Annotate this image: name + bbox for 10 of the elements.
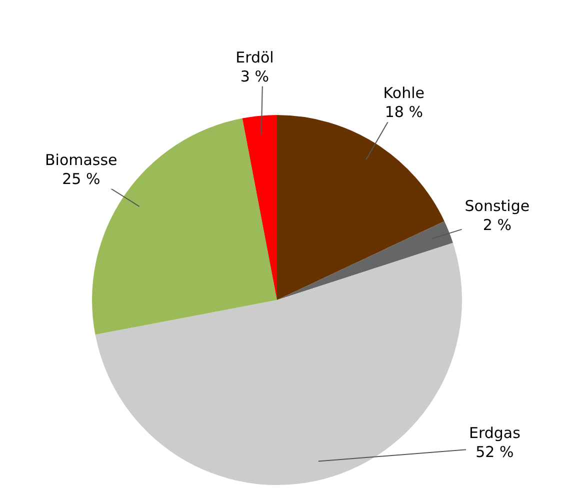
slice-label: Erdgas (468, 424, 521, 442)
slice-label: Biomasse (44, 150, 118, 169)
data-label: 3 % (240, 67, 270, 86)
data-label: 25 % (62, 170, 100, 188)
data-label: 2 % (482, 216, 512, 234)
slice-label: Sonstige (464, 196, 530, 215)
slice-label: Erdöl (236, 48, 274, 66)
data-label: 52 % (476, 443, 514, 461)
data-label: 18 % (384, 103, 423, 122)
slice-label: Kohle (383, 84, 424, 102)
